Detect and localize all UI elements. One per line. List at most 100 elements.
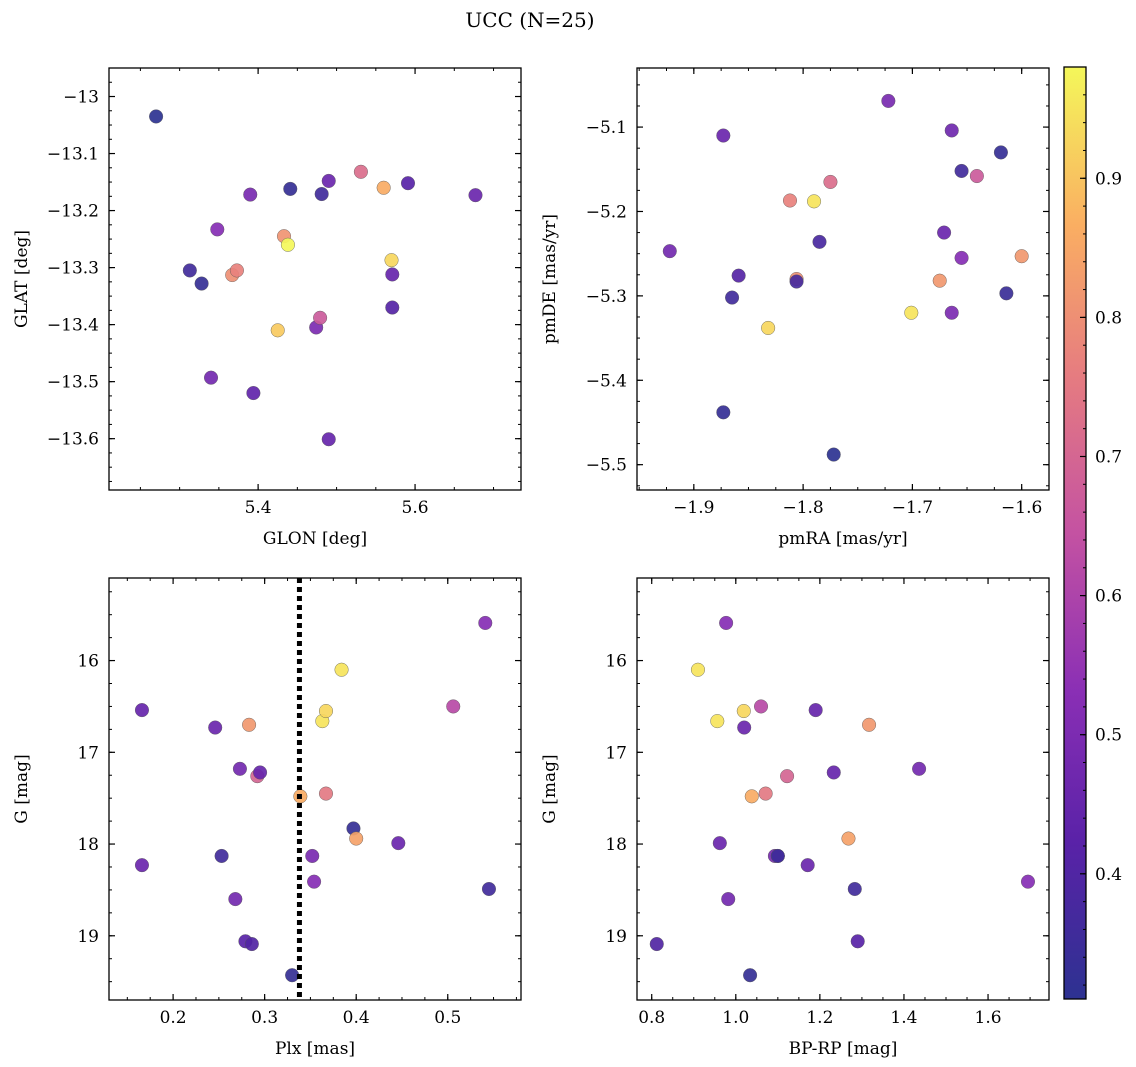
data-point (478, 615, 493, 630)
data-point (862, 717, 877, 732)
colorbar-tick-label: 0.8 (1095, 308, 1122, 328)
data-point (253, 765, 268, 780)
data-point (244, 937, 259, 952)
x-axis-label: GLON [deg] (263, 529, 367, 549)
data-point (446, 699, 461, 714)
data-point (754, 699, 769, 714)
data-point (391, 836, 406, 851)
data-point (210, 222, 225, 237)
y-tick-label: −5.5 (586, 456, 627, 476)
data-point (944, 305, 959, 320)
y-tick-label: 19 (605, 927, 627, 947)
x-tick-label: 0.2 (160, 1008, 187, 1028)
colorbar-tick-label: 0.9 (1095, 169, 1122, 189)
data-point (194, 276, 209, 291)
colorbar-tick-label: 0.6 (1095, 587, 1122, 607)
data-point (182, 263, 197, 278)
data-point (662, 244, 677, 259)
data-point (737, 720, 752, 735)
y-tick-label: −5.1 (586, 118, 627, 138)
y-tick-label: 18 (77, 835, 99, 855)
y-tick-label: −5.3 (586, 287, 627, 307)
data-point (334, 662, 349, 677)
data-point (944, 123, 959, 138)
colorbar-tick-label: 0.5 (1095, 726, 1122, 746)
data-point (1014, 249, 1029, 264)
data-point (937, 225, 952, 240)
data-point (782, 193, 797, 208)
axes-frame (636, 67, 1050, 491)
data-point (841, 831, 856, 846)
x-axis-label: pmRA [mas/yr] (778, 529, 907, 549)
y-tick-label: −5.4 (586, 371, 627, 391)
data-point (847, 881, 862, 896)
axes-frame (108, 577, 522, 1001)
data-point (305, 848, 320, 863)
data-point (850, 934, 865, 949)
data-point (736, 704, 751, 719)
data-point (134, 858, 149, 873)
x-tick-label: −1.8 (782, 498, 823, 518)
data-point (349, 831, 364, 846)
data-point (313, 310, 328, 325)
data-point (649, 937, 664, 952)
panel-top-right: −1.9 −1.8 −1.7 −1.6 −5.1 −5.2 −5.3 −5.4 −5.5 pmRA… (540, 67, 1050, 549)
data-point (400, 176, 415, 191)
data-point (307, 874, 322, 889)
y-tick-label: −13.1 (47, 145, 99, 165)
data-point (993, 145, 1008, 160)
data-point (789, 274, 804, 289)
panels: 5.4 5.6 −13 −13.1 −13.2 −13.3 −13.4 −13.5 −13.6 G… (12, 67, 1050, 1059)
figure-title: UCC (N=25) (465, 8, 594, 32)
data-point (744, 789, 759, 804)
y-tick-label: −13.5 (47, 373, 99, 393)
data-point (761, 320, 776, 335)
y-tick-label: −13.3 (47, 259, 99, 279)
data-point (712, 836, 727, 851)
y-tick-label: 16 (77, 652, 99, 672)
data-point (725, 290, 740, 305)
colorbar-tick-label: 0.4 (1095, 865, 1122, 885)
colorbar: 0.4 0.5 0.6 0.7 0.8 0.9 (1063, 66, 1122, 1000)
axes-frame (636, 577, 1050, 1001)
y-axis-label: G [mag] (12, 754, 32, 823)
data-point (731, 268, 746, 283)
data-point (969, 169, 984, 184)
x-tick-label: 1.0 (722, 1008, 749, 1028)
data-point (385, 300, 400, 315)
data-point (800, 858, 815, 873)
y-axis-label: GLAT [deg] (12, 230, 32, 328)
x-tick-label: 0.5 (434, 1008, 461, 1028)
data-point (710, 714, 725, 729)
data-point (812, 234, 827, 249)
data-point (243, 187, 258, 202)
data-point (690, 662, 705, 677)
x-tick-label: −1.6 (1001, 498, 1042, 518)
data-point (270, 323, 285, 338)
y-tick-label: 19 (77, 927, 99, 947)
data-point (318, 786, 333, 801)
x-axis-label: Plx [mas] (275, 1039, 355, 1059)
y-tick-label: −13 (63, 88, 99, 108)
data-point (321, 173, 336, 188)
y-tick-label: 18 (605, 835, 627, 855)
data-point (716, 405, 731, 420)
axes-frame (108, 67, 522, 491)
colorbar-tick-label: 0.7 (1095, 447, 1122, 467)
x-tick-label: 1.6 (975, 1008, 1002, 1028)
y-tick-label: −13.6 (47, 430, 99, 450)
data-point (954, 250, 969, 265)
data-point (780, 769, 795, 784)
y-tick-label: 17 (77, 743, 99, 763)
data-point (721, 892, 736, 907)
data-point (376, 180, 391, 195)
data-point (826, 447, 841, 462)
x-tick-label: −1.9 (673, 498, 714, 518)
y-tick-label: −5.2 (586, 202, 627, 222)
data-point (384, 253, 399, 268)
panel-bottom-left: 0.2 0.3 0.4 0.5 16 17 18 19 Plx [mas] G [mag] (12, 577, 522, 1059)
panel-top-left: 5.4 5.6 −13 −13.1 −13.2 −13.3 −13.4 −13.5 −13.6 G… (12, 67, 522, 549)
y-tick-label: −13.2 (47, 202, 99, 222)
x-axis-label: BP-RP [mag] (789, 1039, 898, 1059)
